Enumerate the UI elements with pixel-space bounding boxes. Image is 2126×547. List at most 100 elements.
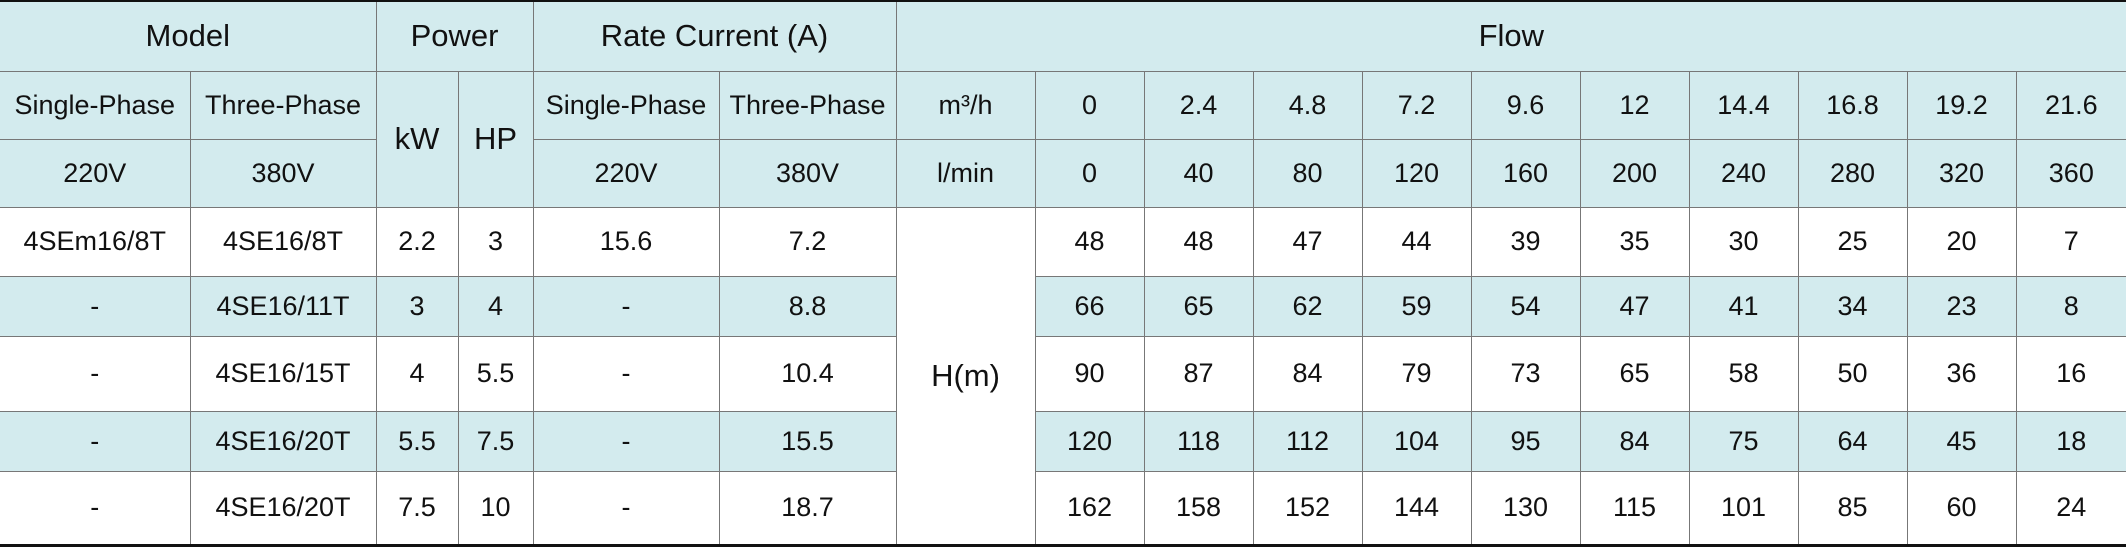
head-cell: 65 xyxy=(1143,275,1254,337)
spec-cell: - xyxy=(0,335,191,412)
head-cell: 35 xyxy=(1579,206,1690,277)
flow-cell: 80 xyxy=(1252,138,1363,208)
head-cell: 84 xyxy=(1579,410,1690,472)
head-cell: 87 xyxy=(1143,335,1254,412)
table-row: Single-Phase Three-Phase kW HP Single-Phase T… xyxy=(0,70,2126,208)
head-cell: 23 xyxy=(1906,275,2017,337)
head-cell: 66 xyxy=(1034,275,1145,337)
flow-cell: 9.6 xyxy=(1470,70,1581,140)
table-row: 4SEm16/8T 4SE16/8T 2.2 3 15.6 7.2 H(m) 48 48 47 44… xyxy=(0,206,2126,546)
head-cell: 65 xyxy=(1579,335,1690,412)
head-cell: 18 xyxy=(2015,410,2126,472)
head-cell: 16 xyxy=(2015,335,2126,412)
head-cell: 85 xyxy=(1797,470,1908,546)
head-cell: 75 xyxy=(1688,410,1799,472)
subheader-cell: Single-Phase xyxy=(0,70,191,140)
header-cell: Flow xyxy=(895,0,2126,72)
subheader-cell: HP xyxy=(457,70,534,208)
head-cell: 20 xyxy=(1906,206,2017,277)
spec-cell: - xyxy=(532,470,720,546)
head-cell: 118 xyxy=(1143,410,1254,472)
head-cell: 34 xyxy=(1797,275,1908,337)
head-cell: 36 xyxy=(1906,335,2017,412)
header-cell: Power xyxy=(375,0,534,72)
spec-cell: - xyxy=(0,410,191,472)
head-cell: 60 xyxy=(1906,470,2017,546)
spec-cell: 4 xyxy=(375,335,459,412)
spec-cell: 7.5 xyxy=(375,470,459,546)
head-cell: 24 xyxy=(2015,470,2126,546)
head-cell: 84 xyxy=(1252,335,1363,412)
spec-cell: 8.8 xyxy=(718,275,897,337)
head-cell: 41 xyxy=(1688,275,1799,337)
flow-cell: 320 xyxy=(1906,138,2017,208)
subheader-cell: l/min xyxy=(895,138,1036,208)
head-cell: 39 xyxy=(1470,206,1581,277)
flow-cell: 0 xyxy=(1034,138,1145,208)
head-cell: 130 xyxy=(1470,470,1581,546)
subheader-cell: 220V xyxy=(532,138,720,208)
subheader-cell: m³/h xyxy=(895,70,1036,140)
header-cell: Rate Current (A) xyxy=(532,0,897,72)
spec-cell: 4SE16/15T xyxy=(189,335,377,412)
spec-cell: 2.2 xyxy=(375,206,459,277)
spec-cell: 4 xyxy=(457,275,534,337)
flow-cell: 360 xyxy=(2015,138,2126,208)
head-cell: 115 xyxy=(1579,470,1690,546)
head-cell: 45 xyxy=(1906,410,2017,472)
spec-cell: 4SE16/11T xyxy=(189,275,377,337)
spec-cell: 15.5 xyxy=(718,410,897,472)
head-cell: 152 xyxy=(1252,470,1363,546)
spec-cell: 10 xyxy=(457,470,534,546)
flow-cell: 2.4 xyxy=(1143,70,1254,140)
spec-cell: 4SE16/8T xyxy=(189,206,377,277)
table-row: Model Power Rate Current (A) Flow xyxy=(0,0,2126,72)
flow-cell: 4.8 xyxy=(1252,70,1363,140)
head-cell: 64 xyxy=(1797,410,1908,472)
spec-cell: 18.7 xyxy=(718,470,897,546)
head-cell: 7 xyxy=(2015,206,2126,277)
head-cell: 50 xyxy=(1797,335,1908,412)
head-cell: 158 xyxy=(1143,470,1254,546)
head-cell: 47 xyxy=(1579,275,1690,337)
head-cell: 120 xyxy=(1034,410,1145,472)
head-cell: 47 xyxy=(1252,206,1363,277)
spec-cell: 5.5 xyxy=(375,410,459,472)
spec-cell: 3 xyxy=(375,275,459,337)
head-cell: 104 xyxy=(1361,410,1472,472)
spec-cell: - xyxy=(0,470,191,546)
flow-cell: 40 xyxy=(1143,138,1254,208)
head-cell: 48 xyxy=(1143,206,1254,277)
flow-cell: 0 xyxy=(1034,70,1145,140)
flow-cell: 160 xyxy=(1470,138,1581,208)
subheader-cell: 220V xyxy=(0,138,191,208)
head-label: H(m) xyxy=(895,206,1036,546)
spec-cell: - xyxy=(532,410,720,472)
head-cell: 90 xyxy=(1034,335,1145,412)
flow-cell: 16.8 xyxy=(1797,70,1908,140)
spec-cell: 7.2 xyxy=(718,206,897,277)
spec-cell: 10.4 xyxy=(718,335,897,412)
flow-cell: 21.6 xyxy=(2015,70,2126,140)
spec-cell: 15.6 xyxy=(532,206,720,277)
head-cell: 8 xyxy=(2015,275,2126,337)
head-cell: 30 xyxy=(1688,206,1799,277)
table-row: -4SE16/20T 7.5 10-18.7 162 158 152 144 130 115 10… xyxy=(0,470,2126,546)
flow-cell: 7.2 xyxy=(1361,70,1472,140)
table-row: -4SE16/15T 4 5.5-10.4 90 87 84 79 73 65 58 50 36 16 xyxy=(0,335,2126,412)
flow-cell: 14.4 xyxy=(1688,70,1799,140)
subheader-cell: 380V xyxy=(189,138,377,208)
header-cell: Model xyxy=(0,0,377,72)
table-row: -4SE16/20T 5.5 7.5-15.5 120 118 112 104 95 84 75 6… xyxy=(0,410,2126,472)
head-cell: 59 xyxy=(1361,275,1472,337)
head-cell: 54 xyxy=(1470,275,1581,337)
table-row: 220V 380V 220V 380V l/min 0 40 80 120 160 200 240 28… xyxy=(0,138,2126,208)
spec-cell: 4SEm16/8T xyxy=(0,206,191,277)
spec-cell: - xyxy=(0,275,191,337)
flow-cell: 120 xyxy=(1361,138,1472,208)
spec-cell: 3 xyxy=(457,206,534,277)
head-cell: 79 xyxy=(1361,335,1472,412)
head-cell: 162 xyxy=(1034,470,1145,546)
